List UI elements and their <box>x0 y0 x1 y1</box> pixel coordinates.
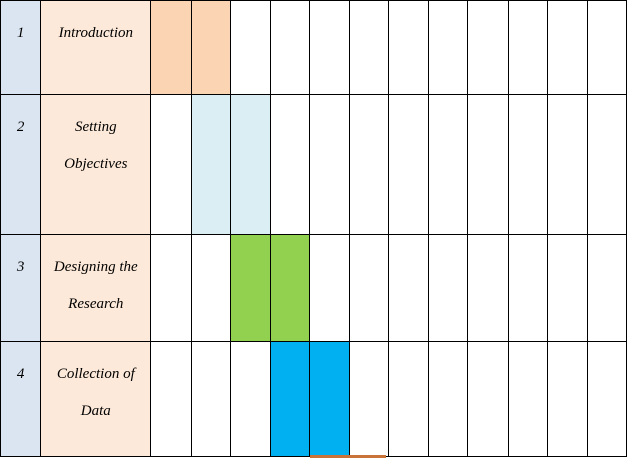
bottom-edge-mark <box>310 455 386 458</box>
timeline-cell <box>388 341 430 457</box>
timeline-cell <box>308 234 351 342</box>
timeline-bar-cell <box>308 341 351 457</box>
timeline-cell <box>586 0 628 95</box>
timeline-cell <box>349 0 390 95</box>
timeline-cell <box>388 234 430 342</box>
table-row: 2 Setting Objectives <box>0 94 628 235</box>
timeline-bar-cell <box>269 341 310 457</box>
task-name-cell: Designing the Research <box>40 234 152 342</box>
timeline-cell <box>308 0 351 95</box>
timeline-cell <box>467 234 509 342</box>
timeline-cell <box>269 94 310 235</box>
timeline-cell <box>308 94 351 235</box>
timeline-bar-cell <box>190 94 231 235</box>
timeline-bar-cell <box>150 0 192 95</box>
task-name: Setting Objectives <box>64 119 128 172</box>
timeline-cell <box>507 94 548 235</box>
timeline-bar-cell <box>190 0 231 95</box>
timeline-cell <box>388 94 430 235</box>
row-number: 1 <box>16 25 25 41</box>
task-name-cell: Introduction <box>40 0 152 95</box>
timeline-cell <box>507 341 548 457</box>
timeline-cell <box>388 0 430 95</box>
row-number: 2 <box>16 119 25 135</box>
timeline-cell <box>467 341 509 457</box>
table-row: 1 Introduction <box>0 0 628 95</box>
timeline-cell <box>428 234 469 342</box>
row-number-cell: 3 <box>0 234 42 342</box>
row-number: 4 <box>16 366 25 382</box>
timeline-cell <box>229 0 271 95</box>
timeline-cell <box>586 341 628 457</box>
task-name: Designing the Research <box>53 259 138 312</box>
timeline-cell <box>269 0 310 95</box>
task-name: Introduction <box>58 25 134 41</box>
table-row: 3 Designing the Research <box>0 234 628 342</box>
timeline-cell <box>190 341 231 457</box>
timeline-cell <box>467 94 509 235</box>
timeline-bar-cell <box>229 234 271 342</box>
timeline-cell <box>546 234 588 342</box>
timeline-cell <box>428 0 469 95</box>
timeline-cell <box>507 234 548 342</box>
timeline-cell <box>150 234 192 342</box>
timeline-cell <box>586 234 628 342</box>
timeline-cell <box>546 0 588 95</box>
timeline-cell <box>467 0 509 95</box>
timeline-cell <box>349 94 390 235</box>
timeline-cell <box>349 234 390 342</box>
timeline-cell <box>507 0 548 95</box>
row-number-cell: 2 <box>0 94 42 235</box>
row-number-cell: 1 <box>0 0 42 95</box>
timeline-cell <box>428 341 469 457</box>
task-name: Collection of Data <box>56 366 135 419</box>
timeline-cell <box>150 94 192 235</box>
timeline-cell <box>229 341 271 457</box>
timeline-cell <box>349 341 390 457</box>
row-number: 3 <box>16 259 25 275</box>
task-name-cell: Setting Objectives <box>40 94 152 235</box>
table-row: 4 Collection of Data <box>0 341 628 457</box>
timeline-cell <box>150 341 192 457</box>
timeline-cell <box>428 94 469 235</box>
timeline-cell <box>546 341 588 457</box>
timeline-bar-cell <box>269 234 310 342</box>
task-name-cell: Collection of Data <box>40 341 152 457</box>
timeline-cell <box>546 94 588 235</box>
timeline-cell <box>586 94 628 235</box>
timeline-cell <box>190 234 231 342</box>
timeline-bar-cell <box>229 94 271 235</box>
row-number-cell: 4 <box>0 341 42 457</box>
